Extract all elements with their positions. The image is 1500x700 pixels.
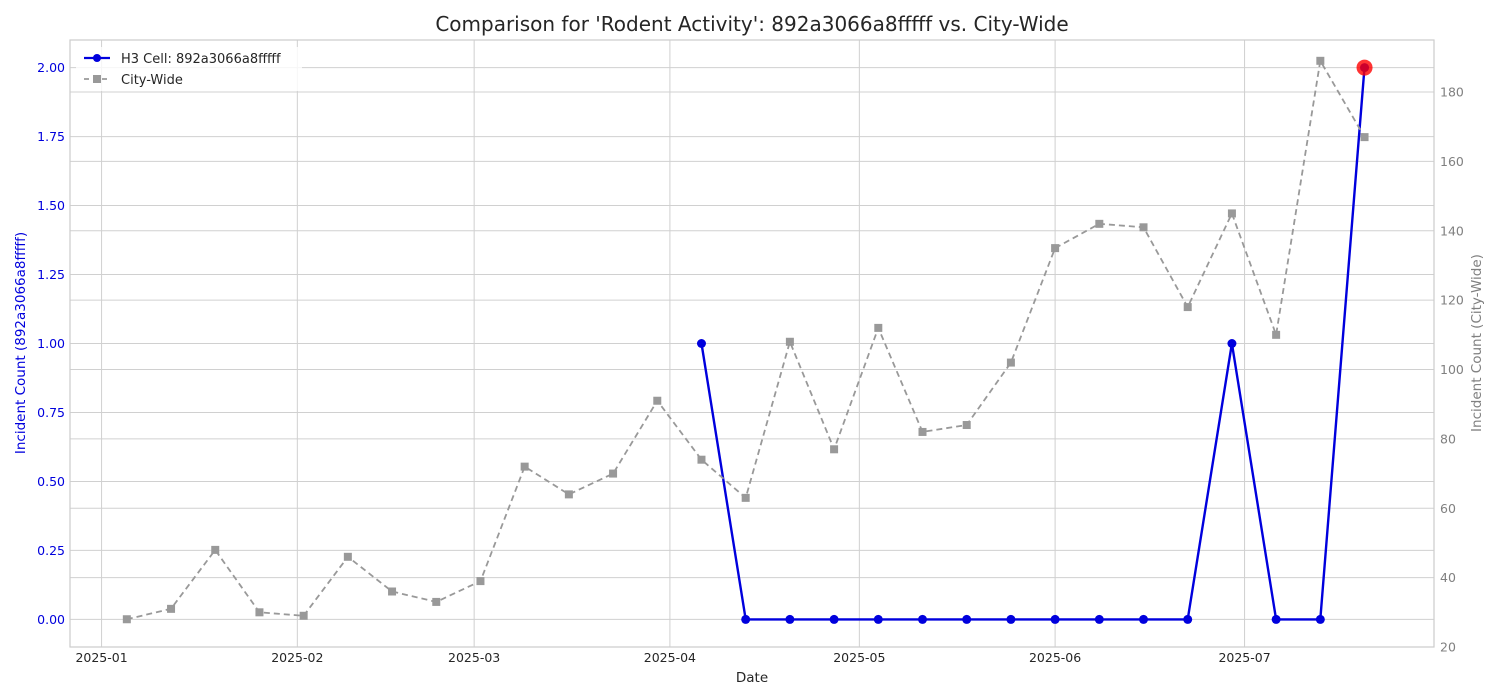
citywide-point xyxy=(874,323,883,332)
citywide-point xyxy=(609,469,618,478)
y-left-tick-label: 1.00 xyxy=(37,336,65,351)
citywide-point xyxy=(476,577,485,586)
series xyxy=(122,56,1373,624)
h3-cell-point xyxy=(1006,614,1016,624)
h3-cell-point xyxy=(741,614,751,624)
citywide-point xyxy=(653,396,662,405)
citywide-point xyxy=(1316,56,1325,65)
legend: H3 Cell: 892a3066a8fffff City-Wide xyxy=(76,47,302,91)
citywide-point xyxy=(122,615,131,624)
h3-cell-point xyxy=(1315,614,1325,624)
x-axis-label: Date xyxy=(736,670,768,686)
y-left-tick-label: 1.25 xyxy=(37,267,65,282)
y-right-axis-label: Incident Count (City-Wide) xyxy=(1469,254,1485,432)
y-right-tick-label: 80 xyxy=(1440,431,1456,446)
citywide-point xyxy=(343,552,352,561)
citywide-point xyxy=(918,427,927,436)
y-right-tick-label: 140 xyxy=(1440,223,1464,238)
y-left-tick-label: 0.50 xyxy=(37,474,65,489)
y-right-tick-label: 100 xyxy=(1440,362,1464,377)
h3-cell-point xyxy=(918,614,927,624)
x-tick-label: 2025-04 xyxy=(644,650,696,665)
citywide-point xyxy=(299,611,308,620)
y-left-tick-label: 1.75 xyxy=(37,129,65,144)
y-right-tick-label: 160 xyxy=(1440,154,1464,169)
h3-cell-point xyxy=(785,614,795,624)
y-right-tick-label: 40 xyxy=(1440,570,1456,585)
citywide-point xyxy=(1095,219,1104,228)
x-tick-label: 2025-02 xyxy=(271,650,323,665)
h3-cell-point xyxy=(1139,614,1149,624)
citywide-series-line xyxy=(126,59,1366,621)
citywide-point xyxy=(255,608,264,617)
h3-cell-point xyxy=(829,614,839,624)
legend-box xyxy=(76,47,302,91)
x-tick-label: 2025-01 xyxy=(75,650,127,665)
h3-cell-point xyxy=(1227,339,1237,348)
y-right-tick-label: 120 xyxy=(1440,293,1464,308)
y-left-tick-label: 1.50 xyxy=(37,198,65,213)
h3-cell-point xyxy=(1050,614,1060,624)
citywide-point xyxy=(432,597,441,606)
citywide-point xyxy=(1272,330,1281,339)
citywide-point xyxy=(1051,244,1060,253)
h3-cell-series-line xyxy=(700,67,1366,621)
citywide-point xyxy=(167,604,176,613)
h3-cell-point xyxy=(1271,614,1281,624)
highlight-point xyxy=(1356,59,1373,76)
citywide-point xyxy=(830,445,839,454)
y-right-tick-label: 180 xyxy=(1440,85,1464,100)
legend-h3-marker xyxy=(93,54,101,62)
citywide-point xyxy=(520,462,529,471)
citywide-point xyxy=(785,337,794,346)
y-left-tick-label: 0.75 xyxy=(37,405,65,420)
legend-h3-label: H3 Cell: 892a3066a8fffff xyxy=(121,52,281,67)
axis-ticks: 2025-01 2025-02 2025-03 2025-04 2025-05 2025-… xyxy=(37,60,1464,665)
citywide-point xyxy=(1227,209,1236,218)
chart-title: Comparison for 'Rodent Activity': 892a30… xyxy=(435,12,1068,36)
grid xyxy=(70,40,1434,648)
x-tick-label: 2025-07 xyxy=(1218,650,1270,665)
citywide-point xyxy=(1139,223,1148,232)
citywide-point xyxy=(211,545,220,554)
h3-cell-point xyxy=(1183,614,1193,624)
y-right-tick-label: 60 xyxy=(1440,501,1456,516)
y-right-tick-label: 20 xyxy=(1440,640,1456,655)
y-left-tick-label: 2.00 xyxy=(37,60,65,75)
y-left-tick-label: 0.00 xyxy=(37,612,65,627)
citywide-point xyxy=(1183,303,1192,312)
x-tick-label: 2025-05 xyxy=(833,650,885,665)
citywide-point xyxy=(388,587,397,596)
citywide-point xyxy=(1006,358,1015,367)
x-tick-label: 2025-06 xyxy=(1029,650,1081,665)
citywide-point xyxy=(741,493,750,502)
x-tick-label: 2025-03 xyxy=(448,650,500,665)
citywide-point xyxy=(1360,133,1369,142)
y-left-tick-label: 0.25 xyxy=(37,543,65,558)
citywide-point xyxy=(697,455,706,464)
h3-cell-point xyxy=(873,614,883,624)
legend-citywide-label: City-Wide xyxy=(121,73,183,88)
citywide-point xyxy=(564,490,573,499)
y-left-axis-label: Incident Count (892a3066a8fffff) xyxy=(13,232,29,454)
plot-frame xyxy=(69,39,1435,648)
h3-cell-point xyxy=(696,339,706,348)
h3-cell-point xyxy=(1094,614,1104,624)
legend-citywide-marker xyxy=(93,75,101,83)
citywide-point xyxy=(962,421,971,430)
h3-cell-point xyxy=(962,614,972,624)
